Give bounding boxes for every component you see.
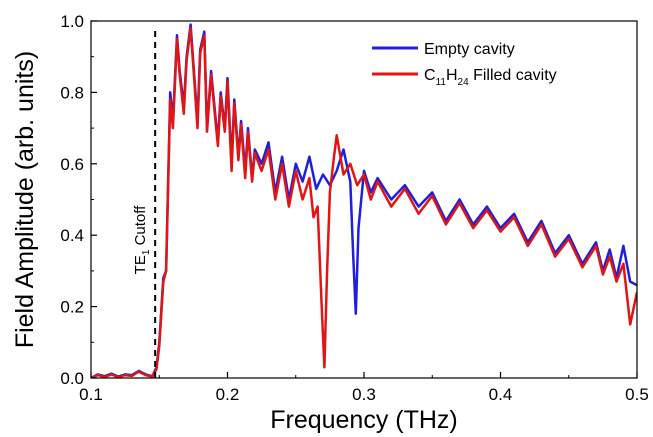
x-tick-label: 0.2 [216, 385, 240, 404]
series-line-1 [91, 26, 637, 378]
y-tick-label: 1.0 [60, 12, 84, 31]
x-tick-label: 0.4 [489, 385, 513, 404]
series-layer [91, 23, 637, 378]
x-tick-label: 0.5 [625, 385, 649, 404]
y-axis-ticks: 0.0 0.2 0.4 0.6 0.8 1.0 [60, 12, 97, 388]
y-tick-label: 0.8 [60, 83, 84, 102]
y-tick-label: 0.0 [60, 369, 84, 388]
legend: Empty cavity C11H24 Filled cavity [372, 41, 557, 88]
legend-label-filled: C11H24 Filled cavity [424, 67, 557, 88]
x-tick-label: 0.3 [352, 385, 376, 404]
x-tick-label: 0.1 [79, 385, 103, 404]
legend-label-empty: Empty cavity [424, 41, 515, 58]
cutoff-label: TE1 Cutoff [132, 205, 152, 274]
y-tick-label: 0.2 [60, 298, 84, 317]
y-tick-label: 0.4 [60, 226, 84, 245]
y-axis-label: Field Amplitude (arb. units) [11, 51, 39, 348]
y-tick-label: 0.6 [60, 155, 84, 174]
x-axis-label: Frequency (THz) [270, 406, 458, 434]
x-axis-ticks: 0.1 0.2 0.3 0.4 0.5 [79, 372, 649, 404]
